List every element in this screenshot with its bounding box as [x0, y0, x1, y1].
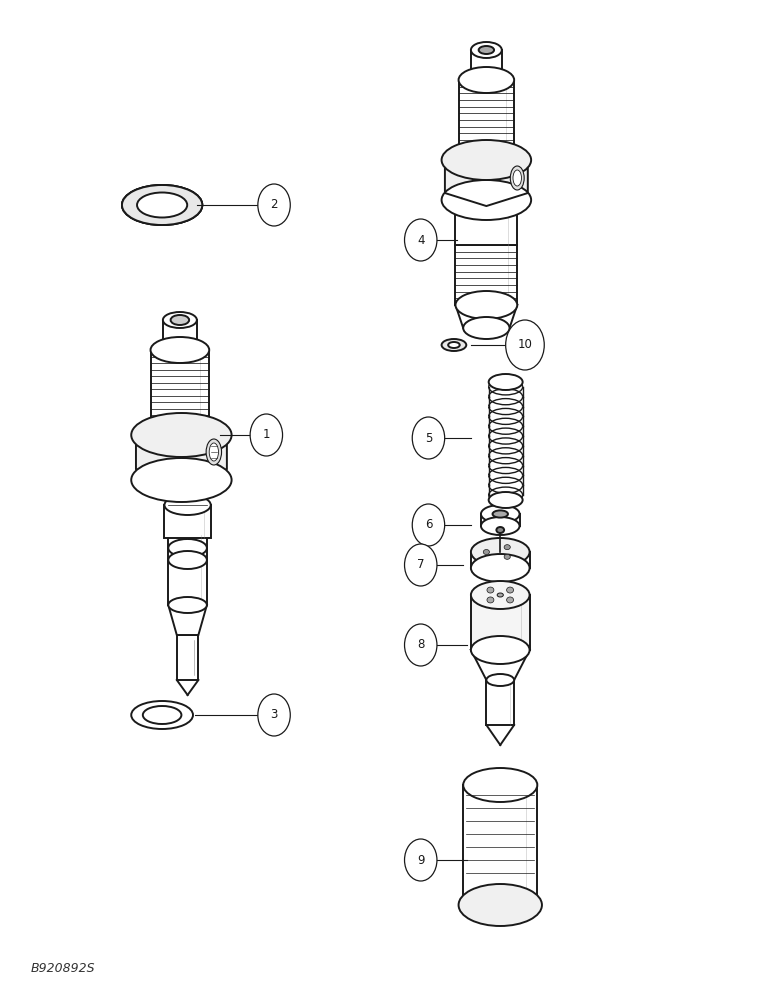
Ellipse shape: [168, 597, 207, 613]
Text: 2: 2: [270, 198, 278, 212]
Bar: [163, 320, 197, 350]
Ellipse shape: [481, 517, 520, 535]
Bar: [455, 210, 517, 245]
Text: 5: 5: [425, 432, 432, 444]
Ellipse shape: [171, 315, 189, 325]
Ellipse shape: [489, 374, 523, 390]
Ellipse shape: [448, 342, 460, 348]
Ellipse shape: [122, 185, 202, 225]
Ellipse shape: [483, 550, 489, 554]
Bar: [471, 595, 530, 650]
Circle shape: [405, 544, 437, 586]
Circle shape: [405, 219, 437, 261]
Ellipse shape: [506, 587, 513, 593]
Circle shape: [258, 184, 290, 226]
Ellipse shape: [131, 701, 193, 729]
Circle shape: [412, 504, 445, 546]
Ellipse shape: [442, 339, 466, 351]
Ellipse shape: [471, 581, 530, 609]
Ellipse shape: [168, 539, 207, 557]
Bar: [151, 350, 209, 435]
Ellipse shape: [471, 554, 530, 582]
Polygon shape: [168, 605, 207, 635]
Ellipse shape: [131, 458, 232, 502]
Ellipse shape: [493, 510, 508, 518]
Polygon shape: [471, 650, 530, 680]
Ellipse shape: [442, 180, 531, 220]
Ellipse shape: [513, 170, 522, 186]
Ellipse shape: [487, 587, 494, 593]
Text: 7: 7: [417, 558, 425, 572]
Circle shape: [250, 414, 283, 456]
Text: 9: 9: [417, 854, 425, 866]
Text: 3: 3: [270, 708, 278, 722]
Ellipse shape: [463, 768, 537, 802]
Circle shape: [405, 839, 437, 881]
Polygon shape: [445, 154, 528, 206]
Ellipse shape: [151, 337, 209, 363]
Bar: [455, 245, 517, 305]
Polygon shape: [455, 305, 517, 328]
Ellipse shape: [442, 140, 531, 180]
Ellipse shape: [504, 545, 510, 550]
Ellipse shape: [459, 67, 514, 93]
Ellipse shape: [463, 317, 510, 339]
Ellipse shape: [122, 185, 202, 225]
Text: 1: 1: [262, 428, 270, 442]
Ellipse shape: [455, 291, 517, 319]
Ellipse shape: [209, 443, 218, 461]
Ellipse shape: [163, 312, 197, 328]
Text: 10: 10: [517, 338, 533, 352]
Polygon shape: [464, 886, 537, 924]
Bar: [177, 635, 198, 680]
Bar: [164, 505, 211, 538]
Circle shape: [506, 320, 544, 370]
Ellipse shape: [506, 597, 513, 603]
Text: B920892S: B920892S: [31, 962, 96, 975]
Ellipse shape: [459, 884, 542, 926]
Ellipse shape: [496, 527, 504, 533]
Bar: [168, 535, 207, 605]
Ellipse shape: [137, 192, 188, 218]
Circle shape: [405, 624, 437, 666]
Bar: [486, 680, 514, 725]
Ellipse shape: [131, 413, 232, 457]
Ellipse shape: [479, 46, 494, 54]
Bar: [459, 80, 514, 160]
Ellipse shape: [168, 551, 207, 569]
Ellipse shape: [510, 166, 524, 190]
Ellipse shape: [489, 492, 523, 508]
Ellipse shape: [164, 495, 211, 515]
Bar: [471, 50, 502, 80]
Ellipse shape: [504, 554, 510, 559]
Text: 4: 4: [417, 233, 425, 246]
Ellipse shape: [487, 597, 494, 603]
Text: 6: 6: [425, 518, 432, 532]
Circle shape: [258, 694, 290, 736]
Ellipse shape: [471, 42, 502, 58]
Ellipse shape: [471, 538, 530, 566]
Ellipse shape: [122, 185, 202, 225]
Ellipse shape: [206, 439, 222, 465]
Bar: [463, 785, 537, 905]
Ellipse shape: [497, 593, 503, 597]
Polygon shape: [136, 426, 227, 484]
Ellipse shape: [471, 636, 530, 664]
Circle shape: [412, 417, 445, 459]
Ellipse shape: [481, 505, 520, 523]
Ellipse shape: [486, 674, 514, 686]
Text: 8: 8: [417, 639, 425, 652]
Ellipse shape: [143, 706, 181, 724]
